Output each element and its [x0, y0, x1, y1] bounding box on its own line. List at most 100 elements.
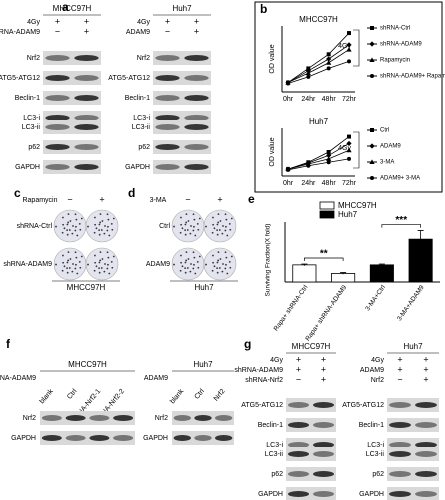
colony [184, 223, 187, 226]
colony [194, 234, 197, 237]
blot-title: Huh7 [403, 342, 423, 351]
point [326, 52, 331, 57]
band [74, 124, 99, 130]
colony [100, 267, 103, 269]
colony [103, 232, 106, 235]
treatment-sign: + [99, 194, 104, 204]
row-label: LC3-i [367, 442, 384, 449]
series-line [287, 158, 350, 171]
lane-label: Ctrl [194, 388, 207, 401]
colony [98, 271, 101, 274]
colony [98, 223, 101, 226]
band [184, 75, 209, 81]
colony [225, 263, 227, 266]
point [326, 56, 332, 62]
blot-strip [286, 398, 336, 412]
band [184, 164, 209, 170]
band [41, 415, 62, 421]
colony [62, 261, 65, 264]
row-label: LC3-ii [132, 124, 151, 131]
band [184, 124, 209, 130]
panel-label: c [14, 186, 21, 200]
series-line [287, 60, 350, 84]
significance-bracket [304, 257, 344, 261]
row-label: GAPDH [359, 491, 384, 498]
well [85, 247, 119, 281]
colony [216, 233, 219, 236]
condition-sign: + [397, 364, 402, 374]
blot-strip [387, 398, 439, 412]
colony [98, 229, 101, 231]
colony [55, 263, 57, 266]
panel-label: e [248, 192, 255, 206]
colony [106, 267, 109, 270]
point [326, 152, 332, 159]
row-label: Nrf2 [155, 415, 168, 422]
colony [192, 229, 195, 232]
condition-sign: + [194, 26, 199, 36]
condition-sign: + [423, 354, 428, 364]
colony [192, 251, 195, 254]
band [74, 164, 99, 170]
band [113, 435, 134, 441]
colony [211, 231, 214, 234]
colony [111, 228, 114, 231]
condition-label: 4Gy [270, 357, 283, 364]
band [288, 442, 309, 448]
colony [213, 227, 216, 230]
band [313, 402, 334, 408]
condition-sign: + [321, 374, 326, 384]
band [313, 451, 334, 457]
colony [212, 223, 215, 226]
colony [63, 227, 66, 230]
row-label: Ctrl [159, 223, 170, 230]
legend-label: MHCC97H [338, 201, 377, 210]
colony [76, 234, 79, 237]
row-label: GAPDH [15, 164, 40, 171]
colony [67, 213, 70, 215]
band [74, 55, 99, 61]
colony [221, 232, 224, 235]
y-axis-label: OD value [269, 137, 276, 166]
error-bar [301, 263, 308, 266]
colony [194, 272, 197, 275]
condition-label: ADAM9 [360, 367, 384, 374]
band [74, 144, 99, 150]
band [74, 115, 99, 121]
point [306, 74, 311, 79]
row-label: Nrf2 [137, 55, 150, 62]
band [214, 415, 233, 421]
colony [228, 222, 231, 225]
condition-sign: − [397, 374, 402, 384]
row-label: p62 [372, 471, 384, 478]
colony [94, 261, 97, 264]
colony [95, 265, 98, 268]
blot-strip [153, 71, 211, 85]
cell-line: Huh7 [194, 283, 214, 292]
band [155, 75, 180, 81]
band [389, 402, 411, 408]
colony [106, 213, 109, 216]
colony [230, 255, 233, 258]
colony [225, 218, 228, 221]
colony [217, 213, 220, 215]
x-tick-label: 72hr [342, 96, 357, 103]
colony [224, 267, 227, 270]
row-label: p62 [138, 144, 150, 151]
row-label: LC3-ii [366, 451, 385, 458]
point [347, 59, 351, 64]
blot-strip [153, 160, 211, 174]
row-label: Nrf2 [27, 55, 40, 62]
row-label: ADAM9 [146, 261, 170, 268]
condition-label: ADAM9 [126, 29, 150, 36]
colony [69, 258, 72, 260]
row-label: shRNA-Ctrl [17, 223, 53, 230]
colony [93, 231, 96, 234]
well [85, 209, 119, 243]
blot-strip [43, 51, 101, 65]
colony [79, 228, 82, 231]
blot-strip [387, 447, 439, 461]
colony [87, 263, 89, 266]
x-tick-label: Rapa+ shRNA-ADAM9 [304, 284, 348, 343]
band [45, 95, 70, 101]
